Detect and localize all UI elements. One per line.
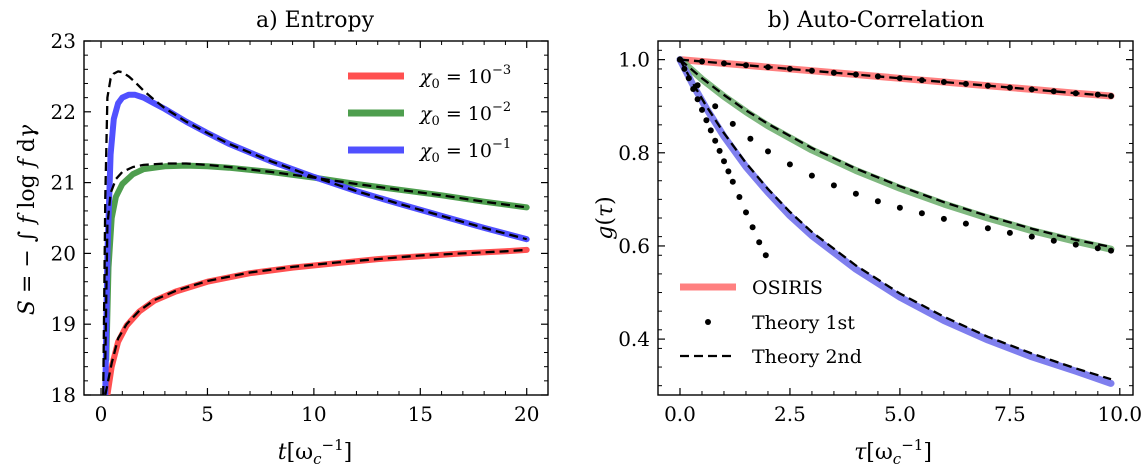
theory-1st-dot [712,103,719,110]
theory-1st-dot [1050,88,1057,95]
theory-1st-dot [729,178,736,185]
y-tick-label: 21 [51,171,76,195]
theory-1st-dot [1108,93,1114,99]
theory-1st-dot [721,158,727,165]
y-tick-label: 0.8 [618,141,650,165]
panel-b-ylabel: g(τ) [593,196,618,239]
theory-2nd-dashed-line [679,58,1112,98]
panel-a-x-ticks: 0 5 10 15 20 [95,41,539,426]
theory-1st-dot [896,75,903,82]
panel-a-y-ticks: 18 19 20 21 22 23 [51,29,548,407]
theory-1st-dot [786,161,793,168]
theory-1st-dot [716,147,723,154]
theory-1st-dot [786,65,793,72]
panel-a-legend: χ0 = 10−3 χ0 = 10−2 χ0 = 10−1 [348,63,511,166]
legend-label: χ0 = 10−1 [418,137,511,166]
y-tick-label: 0.6 [618,234,650,258]
series-chi0-1e-1-line [102,91,530,395]
legend-label-theory-1st: Theory 1st [752,312,855,334]
x-tick-label: 2.5 [774,402,806,426]
y-tick-label: 0.4 [618,327,650,351]
panel-a-ylabel: S = − ∫ f log f dγ [15,124,40,315]
y-tick-label: 18 [51,383,76,407]
panel-a-entropy: a) Entropy 0 5 10 15 20 18 19 20 21 22 23 χ0 = 10… [15,8,549,468]
theory-1st-dot [1050,237,1057,244]
theory-1st-dot [1072,241,1079,248]
theory-1st-dot [725,168,732,175]
theory-1st-dot [830,182,837,189]
theory-1st-dot [749,224,756,231]
theory-1st-dot [918,210,925,217]
theory-1st-dot [1108,247,1114,254]
theory-1st-dot [1028,233,1035,240]
panel-b-y-ticks: 0.4 0.6 0.8 1.0 [618,48,1133,387]
theory-1st-dot [1094,245,1101,252]
y-tick-label: 1.0 [618,48,650,72]
theory-2nd-dashed-line [679,58,1112,249]
theory-1st-dot [703,117,710,124]
theory-1st-dot [743,209,749,216]
theory-1st-dot [940,79,947,85]
x-tick-label: 5 [201,402,214,426]
panel-b-xlabel: τ[ωc−1] [854,436,932,468]
legend-label: χ0 = 10−3 [418,63,511,92]
theory-1st-dot [762,252,769,259]
theory-1st-dot [707,127,714,134]
theory-1st-dot [896,204,903,211]
y-tick-label: 22 [51,100,76,124]
x-tick-label: 15 [408,402,433,426]
y-tick-label: 19 [51,312,76,336]
panel-b-title: b) Auto-Correlation [768,8,985,33]
panel-b-x-ticks: 0.0 2.5 5.0 7.5 10.0 [664,41,1142,426]
x-tick-label: 0.0 [664,402,696,426]
theory-1st-dot [1006,84,1013,91]
theory-1st-dot [765,148,771,155]
theory-1st-dot [756,239,763,246]
x-tick-label: 20 [514,402,539,426]
panel-b-clip [676,56,1115,387]
panel-a-xlabel: t[ωc−1] [278,436,353,468]
legend-label: χ0 = 10−2 [418,100,511,129]
theory-1st-dot [729,120,736,127]
theory-2nd-dashed-line [104,162,527,360]
theory-1st-dot [984,225,991,232]
panel-b-legend: OSIRIS Theory 1st Theory 2nd [680,277,862,368]
theory-1st-dot [712,137,719,144]
theory-2nd-dashed-line [102,70,527,395]
panel-b-autocorrelation: b) Auto-Correlation 0.0 2.5 5.0 7.5 10.0 0.4… [593,8,1142,468]
theory-1st-dot [962,220,969,227]
y-tick-label: 20 [51,241,76,265]
panel-a-clip [102,70,530,395]
theory-2nd-dashed-line [104,248,527,395]
theory-1st-dot [940,215,947,222]
theory-1st-dot [694,96,701,103]
panel-a-title: a) Entropy [256,8,375,33]
legend-label-theory-2nd: Theory 2nd [752,346,862,368]
theory-1st-dot [874,198,881,205]
theory-1st-dot [852,190,859,197]
theory-1st-dot [747,135,754,142]
series-chi0-1e-3-line [104,246,530,395]
theory-1st-dot [743,62,749,69]
x-tick-label: 5.0 [884,402,916,426]
y-tick-label: 23 [51,29,76,53]
theory-1st-dot [699,106,705,113]
x-tick-label: 7.5 [994,402,1026,426]
theory-1st-dot [681,65,688,72]
x-tick-label: 10 [301,402,326,426]
theory-2nd-dashed-line [678,59,1112,381]
x-tick-label: 10.0 [1098,402,1143,426]
panel-a-plot-lines [102,70,530,395]
legend-label-osiris: OSIRIS [752,277,823,299]
legend-swatch-theory-1st [705,319,711,325]
theory-1st-dot [736,194,743,200]
x-tick-label: 0 [95,402,108,426]
theory-1st-dot [808,172,815,179]
osiris-blue-line [676,56,1115,387]
theory-1st-dot [1006,229,1013,236]
panel-a-frame [83,40,549,396]
panel-b-plot-lines [676,56,1115,387]
